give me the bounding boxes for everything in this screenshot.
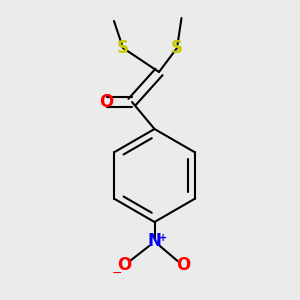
Text: +: + — [159, 232, 167, 243]
Text: S: S — [171, 39, 183, 57]
Text: N: N — [148, 232, 161, 250]
Text: O: O — [99, 93, 114, 111]
Text: −: − — [112, 266, 122, 280]
Text: O: O — [117, 256, 132, 274]
Text: S: S — [117, 39, 129, 57]
Text: O: O — [176, 256, 190, 274]
